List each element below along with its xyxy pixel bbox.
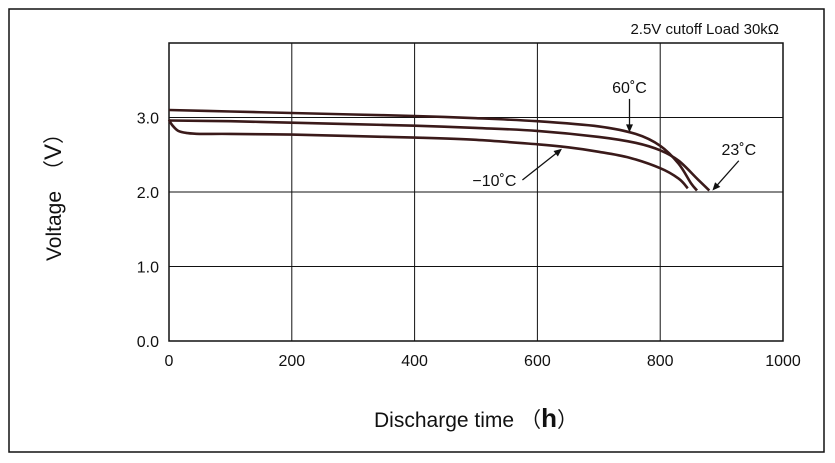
- annotation-group: 60˚C 23˚C −10˚C: [472, 80, 756, 191]
- x-axis-label-paren-open: （: [520, 409, 541, 432]
- outer-frame: [8, 8, 825, 453]
- y-tick-label-3: 3.0: [137, 111, 159, 128]
- series-group: [167, 108, 711, 192]
- x-tick-label-2: 400: [401, 353, 428, 370]
- x-tick-label-0: 0: [165, 353, 174, 370]
- x-tick-label-5: 1000: [765, 353, 801, 370]
- x-axis-label-paren-close: ）: [557, 409, 578, 432]
- annotation-arrowhead-0: [626, 124, 633, 133]
- y-axis-label: Voltage （V）: [40, 123, 67, 261]
- y-tick-label-0: 0.0: [137, 334, 159, 351]
- x-tick-label-3: 600: [524, 353, 551, 370]
- y-axis-label-text: Voltage: [43, 191, 66, 261]
- x-axis-label-unit: h: [541, 403, 557, 433]
- x-tick-label-1: 200: [278, 353, 305, 370]
- y-tick-label-2: 2.0: [137, 185, 159, 202]
- annotation-arrowhead-2: [553, 148, 562, 157]
- series-line-1: [168, 119, 711, 192]
- series-line-0: [168, 108, 698, 192]
- annotation-arrow-line-2: [522, 149, 561, 181]
- y-axis-label-paren-open: （: [43, 160, 66, 181]
- x-tick-label-4: 800: [647, 353, 674, 370]
- plot-frame: [168, 42, 784, 342]
- annotation-label-0: 60˚C: [612, 80, 647, 97]
- annotation-label-1: 23˚C: [721, 142, 756, 159]
- series-line-2: [167, 119, 689, 190]
- x-axis-label-text: Discharge time: [374, 409, 514, 432]
- annotation-arrow-line-1: [713, 160, 740, 190]
- y-tick-labels: 0.0 1.0 2.0 3.0: [137, 111, 159, 352]
- x-tick-labels: 0 200 400 600 800 1000: [165, 353, 801, 370]
- grid-lines: [169, 43, 783, 341]
- legend-text: 2.5V cutoff Load 30kΩ: [630, 21, 779, 38]
- annotation-arrowhead-1: [712, 182, 721, 191]
- annotation-label-2: −10˚C: [472, 173, 516, 190]
- y-axis-label-unit: V: [40, 144, 67, 160]
- x-axis-label: Discharge time （h）: [374, 403, 578, 433]
- y-axis-label-paren-close: ）: [43, 123, 66, 144]
- y-tick-label-1: 1.0: [137, 260, 159, 277]
